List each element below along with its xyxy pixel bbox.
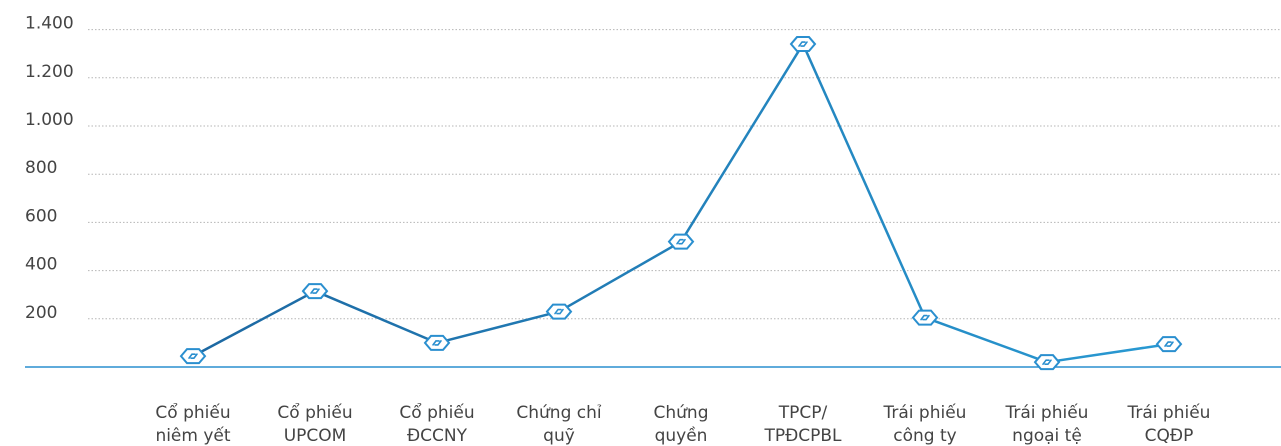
x-tick-label: Trái phiếu ngoại tệ: [1005, 402, 1089, 446]
link-glyph-icon: [554, 308, 564, 315]
x-tick-label-line: Chứng: [654, 403, 709, 423]
x-tick-label-line: quỹ: [543, 426, 575, 446]
x-tick-label-line: quyền: [655, 425, 708, 446]
x-tick-label-line: Chứng chỉ: [516, 403, 602, 423]
link-glyph-icon: [188, 353, 198, 359]
x-tick-label: TPCP/TPĐCPBL: [763, 403, 842, 446]
x-tick-label-line: Cổ phiếu: [155, 402, 230, 423]
x-tick-label-line: Trái phiếu: [1005, 402, 1089, 423]
link-diamond-icon: [667, 233, 695, 250]
link-glyph-icon: [432, 340, 442, 346]
x-tick-label: Cổ phiếu UPCOM: [277, 402, 352, 446]
y-tick-label: 800: [25, 158, 57, 178]
data-point: [789, 36, 817, 53]
data-point: [545, 303, 573, 320]
data-point: [667, 233, 695, 250]
x-tick-label-line: niêm yết: [155, 425, 230, 446]
link-diamond-icon: [789, 36, 817, 53]
x-tick-label-line: Trái phiếu: [883, 402, 967, 423]
link-diamond-icon: [911, 309, 939, 326]
grid-lines: [88, 29, 1281, 320]
link-diamond-icon: [179, 348, 207, 365]
x-tick-label-line: UPCOM: [284, 426, 347, 446]
series-line: [192, 42, 1170, 364]
link-glyph-icon: [676, 238, 686, 245]
x-tick-label-line: ĐCCNY: [407, 426, 468, 446]
link-glyph-icon: [310, 288, 320, 294]
x-tick-label-line: ngoại tệ: [1012, 426, 1082, 446]
link-diamond-icon: [545, 303, 573, 320]
y-tick-label: 400: [25, 255, 57, 275]
x-tick-label: Trái phiếu CQĐP: [1127, 402, 1211, 446]
data-point: [423, 334, 451, 351]
series-line-layer: [192, 42, 1170, 364]
y-tick-label: 1.400: [25, 14, 74, 34]
y-tick-label: 200: [25, 303, 57, 323]
link-glyph-icon: [1164, 341, 1174, 347]
x-tick-label-line: TPCP/: [778, 403, 828, 423]
data-point: [911, 309, 939, 326]
x-tick-label-line: TPĐCPBL: [763, 426, 842, 446]
link-glyph-icon: [798, 41, 808, 47]
x-tick-label: Cổ phiếu ĐCCNY: [399, 402, 474, 446]
y-tick-label: 1.000: [25, 110, 74, 130]
x-tick-label: Chứng chỉ quỹ: [516, 403, 602, 446]
x-tick-label-line: Cổ phiếu: [399, 402, 474, 423]
x-tick-label-line: CQĐP: [1145, 426, 1194, 446]
x-tick-label-line: Cổ phiếu: [277, 402, 352, 423]
data-markers: [179, 36, 1183, 371]
x-tick-label-line: công ty: [893, 426, 956, 446]
x-tick-label: Trái phiếu công ty: [883, 402, 967, 446]
link-glyph-icon: [1042, 359, 1052, 365]
link-diamond-icon: [301, 283, 329, 300]
link-glyph-icon: [920, 314, 930, 321]
y-tick-label: 1.200: [25, 62, 74, 82]
link-diamond-icon: [1033, 354, 1061, 371]
y-tick-label: 600: [25, 206, 57, 226]
data-point: [301, 283, 329, 300]
link-diamond-icon: [1155, 336, 1183, 353]
link-diamond-icon: [423, 334, 451, 351]
x-tick-label-line: Trái phiếu: [1127, 402, 1211, 423]
y-axis: 200 400 600 800 1.000 1.200 1.400: [25, 14, 74, 323]
data-point: [1033, 354, 1061, 371]
data-point: [179, 348, 207, 365]
data-point: [1155, 336, 1183, 353]
